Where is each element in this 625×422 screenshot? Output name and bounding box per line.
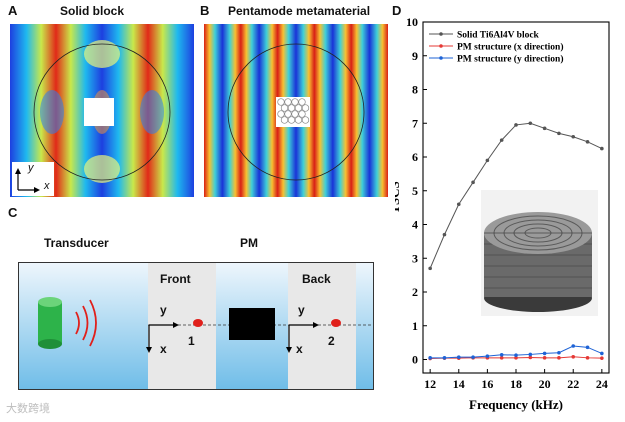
series-2-point bbox=[499, 352, 504, 357]
y-tick-label: 9 bbox=[412, 49, 418, 63]
series-2-point bbox=[542, 351, 547, 356]
panel-a-letter: A bbox=[8, 3, 18, 18]
series-0-point bbox=[485, 158, 490, 163]
series-0-point bbox=[499, 138, 504, 142]
legend-label-1: PM structure (x direction) bbox=[457, 42, 564, 53]
series-2-point bbox=[456, 355, 461, 359]
legend-marker-2 bbox=[439, 56, 443, 60]
axis-x-label-a: x bbox=[44, 180, 50, 192]
series-2-point bbox=[428, 356, 432, 360]
x-tick-label: 14 bbox=[453, 377, 465, 391]
x-tick-label: 24 bbox=[596, 377, 608, 391]
series-1-point bbox=[557, 356, 561, 360]
x-tick-label: 22 bbox=[567, 377, 579, 391]
series-1-point bbox=[528, 355, 533, 360]
front-label: Front bbox=[160, 272, 191, 286]
y-tick-label: 6 bbox=[412, 150, 418, 164]
measurement-point-2: 2 bbox=[328, 334, 335, 348]
series-0-point bbox=[428, 266, 432, 271]
panel-b-letter: B bbox=[200, 3, 210, 18]
watermark: 大数跨境 bbox=[6, 403, 50, 415]
series-1-point bbox=[499, 356, 504, 360]
measurement-point-1: 1 bbox=[188, 334, 195, 348]
series-1-point bbox=[542, 356, 547, 360]
series-0-point bbox=[456, 202, 461, 207]
series-0-point bbox=[528, 121, 533, 126]
y-tick-label: 4 bbox=[412, 218, 418, 232]
y-tick-label: 8 bbox=[412, 83, 418, 97]
legend-label-0: Solid Ti6Al4V block bbox=[457, 31, 540, 41]
y-tick-label: 7 bbox=[412, 116, 418, 130]
y-tick-label: 10 bbox=[406, 15, 418, 29]
series-2-point bbox=[514, 353, 518, 357]
series-1-point bbox=[514, 356, 518, 360]
back-axis-y: y bbox=[298, 303, 305, 317]
series-2-point bbox=[471, 355, 475, 359]
legend-label-2: PM structure (y direction) bbox=[457, 54, 564, 65]
x-tick-label: 16 bbox=[481, 377, 493, 391]
y-tick-label: 1 bbox=[412, 319, 418, 333]
series-0-point bbox=[514, 123, 518, 127]
series-0-point bbox=[600, 146, 604, 151]
series-2-point bbox=[442, 356, 447, 360]
back-label: Back bbox=[302, 272, 331, 286]
y-tick-label: 5 bbox=[412, 184, 418, 198]
series-2-point bbox=[600, 351, 604, 356]
series-0-point bbox=[557, 131, 561, 136]
y-tick-label: 0 bbox=[412, 353, 418, 367]
panel-c-letter: C bbox=[8, 205, 18, 220]
x-tick-label: 18 bbox=[510, 377, 522, 391]
pentamode-field-map bbox=[204, 24, 388, 197]
back-axis-x: x bbox=[296, 342, 303, 356]
legend-marker-1 bbox=[439, 44, 443, 48]
series-0-point bbox=[571, 134, 576, 139]
series-1-point bbox=[571, 355, 576, 359]
panel-a-title: Solid block bbox=[60, 4, 125, 18]
series-1-point bbox=[585, 356, 590, 360]
series-0-point bbox=[471, 180, 475, 185]
legend-marker-0 bbox=[439, 32, 443, 36]
experiment-setup-diagram bbox=[18, 262, 374, 390]
y-axis-label: TSCS bbox=[395, 181, 402, 214]
series-2-point bbox=[571, 344, 576, 348]
axis-y-label-a: y bbox=[28, 162, 34, 174]
series-0-point bbox=[542, 126, 547, 131]
panel-b-title: Pentamode metamaterial bbox=[228, 4, 371, 18]
series-1-point bbox=[600, 356, 604, 360]
series-2-point bbox=[585, 345, 590, 350]
transducer-label: Transducer bbox=[44, 236, 109, 250]
series-0-point bbox=[585, 140, 590, 144]
solid-block-field-map bbox=[10, 24, 194, 197]
series-0-point bbox=[442, 232, 447, 237]
series-2-point bbox=[557, 350, 561, 355]
y-tick-label: 3 bbox=[412, 251, 418, 265]
x-axis-label: Frequency (kHz) bbox=[469, 397, 563, 412]
front-axis-y: y bbox=[160, 303, 167, 317]
y-tick-label: 2 bbox=[412, 285, 418, 299]
series-2-point bbox=[528, 352, 533, 357]
panel-d-letter: D bbox=[392, 3, 402, 18]
sample-photo bbox=[481, 190, 598, 316]
series-2-point bbox=[485, 354, 490, 358]
front-axis-x: x bbox=[160, 342, 167, 356]
pm-label: PM bbox=[240, 236, 258, 250]
x-tick-label: 20 bbox=[539, 377, 551, 391]
x-tick-label: 12 bbox=[424, 377, 436, 391]
